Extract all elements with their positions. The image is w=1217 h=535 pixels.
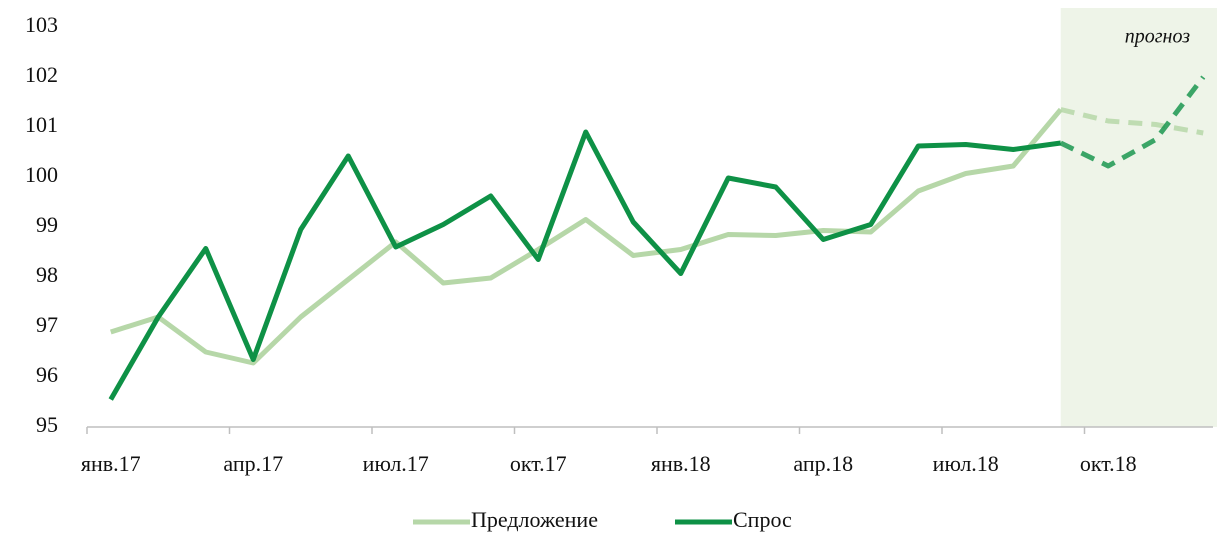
y-tick-label: 100 <box>25 162 58 187</box>
series-line <box>108 129 1062 401</box>
y-tick-label: 98 <box>36 262 58 287</box>
x-tick-label: июл.17 <box>363 451 429 476</box>
x-tick-label: янв.17 <box>81 451 141 476</box>
forecast-label: прогноз <box>1125 26 1190 48</box>
legend-label: Предложение <box>471 507 598 532</box>
forecast-line <box>1060 107 1204 136</box>
legend-label: Спрос <box>733 507 792 532</box>
y-tick-label: 103 <box>25 12 58 37</box>
x-tick-label: окт.18 <box>1080 451 1137 476</box>
y-tick-label: 97 <box>36 312 58 337</box>
forecast-area <box>1060 8 1217 427</box>
y-tick-label: 101 <box>25 112 58 137</box>
y-tick-label: 95 <box>36 412 58 437</box>
y-tick-label: 99 <box>36 212 58 237</box>
y-tick-label: 102 <box>25 62 58 87</box>
x-tick-label: апр.18 <box>793 451 853 476</box>
x-tick-label: янв.18 <box>651 451 711 476</box>
x-tick-label: июл.18 <box>933 451 999 476</box>
y-tick-label: 96 <box>36 362 58 387</box>
x-tick-label: окт.17 <box>510 451 567 476</box>
forecast-line <box>1059 75 1206 169</box>
x-tick-label: апр.17 <box>223 451 283 476</box>
series-line <box>109 107 1063 366</box>
